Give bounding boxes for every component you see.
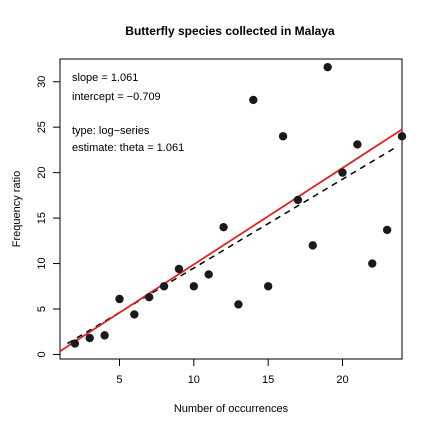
data-point (278, 132, 288, 141)
plot-frame (59, 58, 403, 360)
data-point (353, 140, 362, 149)
x-axis-label: Number of occurrences (174, 403, 289, 415)
data-point (204, 270, 213, 279)
y-tick-label: 30 (36, 76, 48, 88)
data-point (263, 282, 273, 291)
data-point (115, 294, 124, 304)
data-point (189, 282, 199, 291)
data-point (293, 195, 303, 205)
data-point (100, 331, 109, 340)
x-tick-label: 10 (188, 374, 200, 386)
estimate-annotation: estimate: theta = 1.061 (72, 142, 184, 154)
chart-title: Butterfly species collected in Malaya (125, 24, 335, 38)
data-point (219, 222, 228, 232)
y-tick-label: 0 (36, 351, 48, 357)
x-tick-label: 5 (116, 374, 122, 386)
data-point (338, 168, 347, 177)
slope-annotation: slope = 1.061 (72, 72, 138, 84)
type-annotation: type: log−series (72, 125, 150, 137)
y-tick-label: 15 (36, 212, 48, 224)
data-point (249, 95, 258, 105)
y-tick-label: 10 (36, 257, 48, 269)
data-point (397, 132, 407, 141)
y-tick-label: 25 (36, 121, 48, 133)
data-point (130, 310, 139, 319)
data-point (70, 339, 80, 348)
estimate-line (67, 147, 395, 345)
y-tick-label: 5 (36, 306, 48, 312)
data-point (308, 241, 317, 250)
data-point (85, 333, 94, 343)
y-tick-label: 20 (36, 167, 48, 179)
data-point (234, 300, 243, 309)
data-points (70, 62, 407, 348)
intercept-annotation: intercept = −0.709 (72, 91, 161, 103)
data-point (174, 264, 184, 274)
data-point (368, 259, 377, 268)
y-axis: 0 5 10 15 20 25 30 (36, 76, 60, 358)
x-axis: 5 10 15 20 (116, 359, 349, 386)
data-point (145, 292, 154, 302)
fit-line (59, 128, 403, 353)
data-point (382, 225, 392, 235)
y-axis-label: Frequency ratio (11, 171, 23, 247)
x-tick-label: 15 (262, 374, 274, 386)
data-point (323, 62, 332, 72)
x-tick-label: 20 (336, 374, 348, 386)
data-point (159, 282, 169, 291)
